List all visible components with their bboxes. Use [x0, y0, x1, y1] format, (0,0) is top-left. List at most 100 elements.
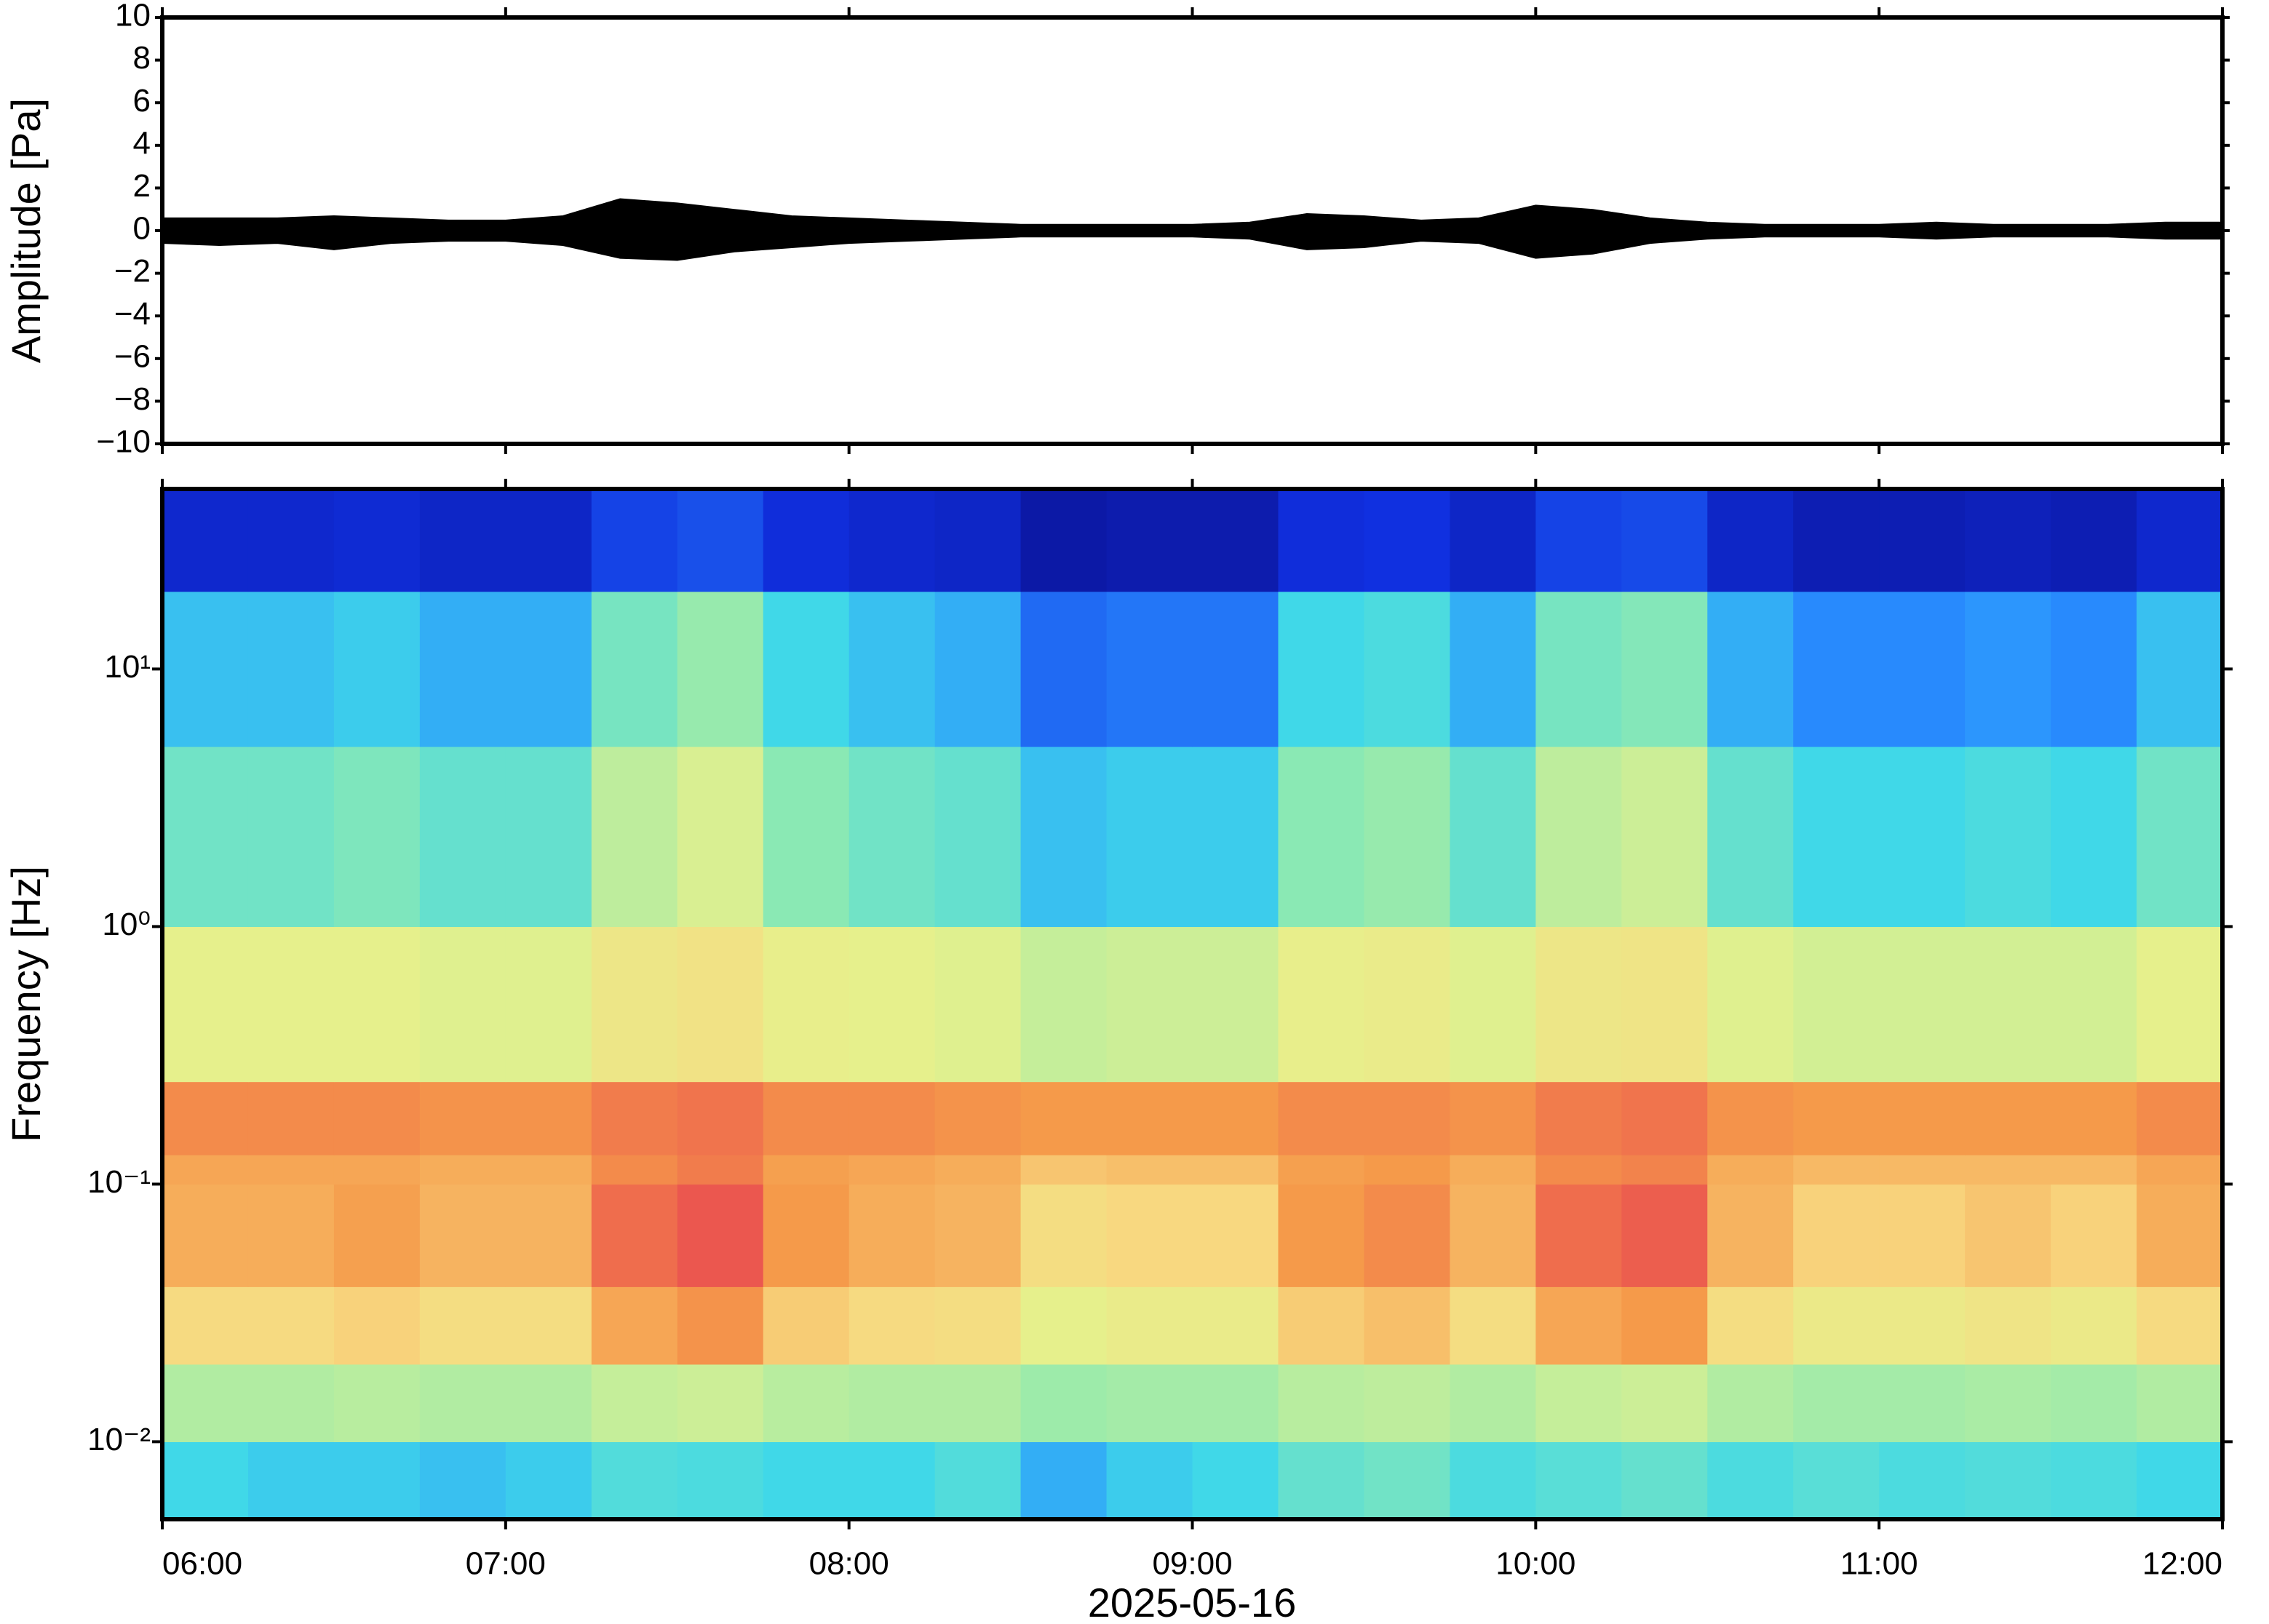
y-tick-label: −4: [114, 296, 151, 332]
spectrogram-cell: [1535, 1184, 1622, 1287]
spectrogram-cell: [333, 591, 421, 747]
spectrogram-cell: [247, 1286, 335, 1365]
spectrogram-cell: [849, 1286, 936, 1365]
spectrogram-cell: [1450, 1441, 1536, 1520]
spectrogram-cell: [1106, 591, 1193, 747]
spectrogram-cell: [1621, 489, 1708, 592]
spectrogram-cell: [1106, 489, 1193, 592]
spectrogram-cell: [934, 489, 1022, 592]
spectrogram-cell: [591, 1155, 678, 1185]
spectrogram-cell: [849, 591, 936, 747]
spectrogram-cell: [419, 747, 506, 928]
spectrogram-cell: [1879, 747, 1966, 928]
spectrogram-cell: [162, 1364, 249, 1443]
spectrogram-cell: [505, 1155, 592, 1185]
spectrogram-cell: [1879, 1441, 1966, 1520]
spectrogram-cell: [1450, 747, 1536, 928]
y-tick-label: −8: [114, 381, 151, 417]
spectrogram-cell: [505, 1184, 592, 1287]
spectrogram-cell: [591, 1081, 678, 1155]
spectrogram-cell: [1106, 1184, 1193, 1287]
spectrogram-cell: [1707, 1286, 1794, 1365]
spectrogram-cell: [162, 591, 249, 747]
plot-frame: [160, 15, 2225, 446]
spectrogram-cell: [1450, 1081, 1536, 1155]
spectrogram-cell: [934, 1441, 1022, 1520]
spectrogram-cell: [2137, 1286, 2223, 1365]
spectrogram-cell: [1965, 489, 2051, 592]
x-tick-label: 07:00: [466, 1546, 546, 1582]
spectrogram-cell: [763, 1286, 850, 1365]
spectrogram-cell: [2137, 1155, 2223, 1185]
spectrogram-cell: [849, 1184, 936, 1287]
spectrogram-cell: [1192, 489, 1279, 592]
y-tick-label: 2: [133, 168, 151, 204]
spectrogram-cell: [1793, 747, 1880, 928]
spectrogram-cell: [1879, 926, 1966, 1083]
y-tick-label: −10: [96, 424, 151, 460]
spectrogram-cell: [1278, 747, 1365, 928]
spectrogram-cell: [1965, 591, 2051, 747]
spectrogram-cell: [763, 489, 850, 592]
spectrogram-cell: [1106, 1286, 1193, 1365]
spectrogram-cell: [2137, 1081, 2223, 1155]
spectrogram-cell: [247, 591, 335, 747]
spectrogram-cell: [1278, 1441, 1365, 1520]
spectrogram-cell: [505, 1286, 592, 1365]
spectrogram-cell: [505, 747, 592, 928]
spectrogram-cell: [1535, 747, 1622, 928]
amplitude-envelope: [162, 230, 2223, 261]
spectrogram-cell: [1364, 1184, 1450, 1287]
spectrogram-cell: [419, 1184, 506, 1287]
spectrogram-cell: [1278, 489, 1365, 592]
spectrogram-cell: [1364, 1364, 1450, 1443]
spectrogram-cell: [1965, 1286, 2051, 1365]
spectrogram-cell: [1707, 591, 1794, 747]
spectrogram-cell: [591, 1441, 678, 1520]
spectrogram-cell: [1535, 926, 1622, 1083]
spectrogram-cell: [247, 926, 335, 1083]
spectrogram-cell: [677, 1441, 764, 1520]
spectrogram-cell: [1364, 1155, 1450, 1185]
spectrogram-cell: [1535, 591, 1622, 747]
spectrogram-cell: [1707, 1441, 1794, 1520]
y-tick-label: 4: [133, 125, 151, 161]
spectrogram-cell: [763, 747, 850, 928]
spectrogram-cell: [1621, 747, 1708, 928]
spectrogram-cell: [1106, 1364, 1193, 1443]
spectrogram-cell: [1707, 1081, 1794, 1155]
spectrogram-cell: [247, 1155, 335, 1185]
spectrogram-cell: [2137, 1184, 2223, 1287]
spectrogram-cell: [419, 1081, 506, 1155]
spectrogram-cell: [1450, 489, 1536, 592]
spectrogram-cell: [677, 926, 764, 1083]
spectrogram-cell: [1364, 926, 1450, 1083]
spectrogram-cell: [934, 1286, 1022, 1365]
spectrogram-cell: [849, 1081, 936, 1155]
spectrogram-cell: [1106, 926, 1193, 1083]
spectrogram-cell: [1621, 591, 1708, 747]
spectrogram-cell: [1965, 1184, 2051, 1287]
spectrogram-cell: [934, 1364, 1022, 1443]
spectrogram-cell: [763, 1364, 850, 1443]
spectrogram-cell: [1879, 489, 1966, 592]
spectrogram-cell: [934, 1184, 1022, 1287]
spectrogram-cell: [1364, 1286, 1450, 1365]
spectrogram-cell: [419, 1286, 506, 1365]
spectrogram-cell: [162, 747, 249, 928]
spectrogram-cell: [1965, 747, 2051, 928]
spectrogram-cell: [162, 1286, 249, 1365]
spectrogram-cell: [591, 1286, 678, 1365]
spectrogram-cell: [1707, 1184, 1794, 1287]
spectrogram-cell: [1106, 1441, 1193, 1520]
spectrogram-cell: [1450, 1184, 1536, 1287]
spectrogram-cell: [1020, 926, 1108, 1083]
spectrogram-cell: [247, 747, 335, 928]
spectrogram-cell: [1106, 1081, 1193, 1155]
spectrogram-cell: [1793, 1364, 1880, 1443]
spectrogram-cell: [934, 1155, 1022, 1185]
spectrogram-cell: [2137, 591, 2223, 747]
spectrogram-cell: [763, 1441, 850, 1520]
spectrogram-cell: [1535, 489, 1622, 592]
spectrogram-cell: [1364, 489, 1450, 592]
